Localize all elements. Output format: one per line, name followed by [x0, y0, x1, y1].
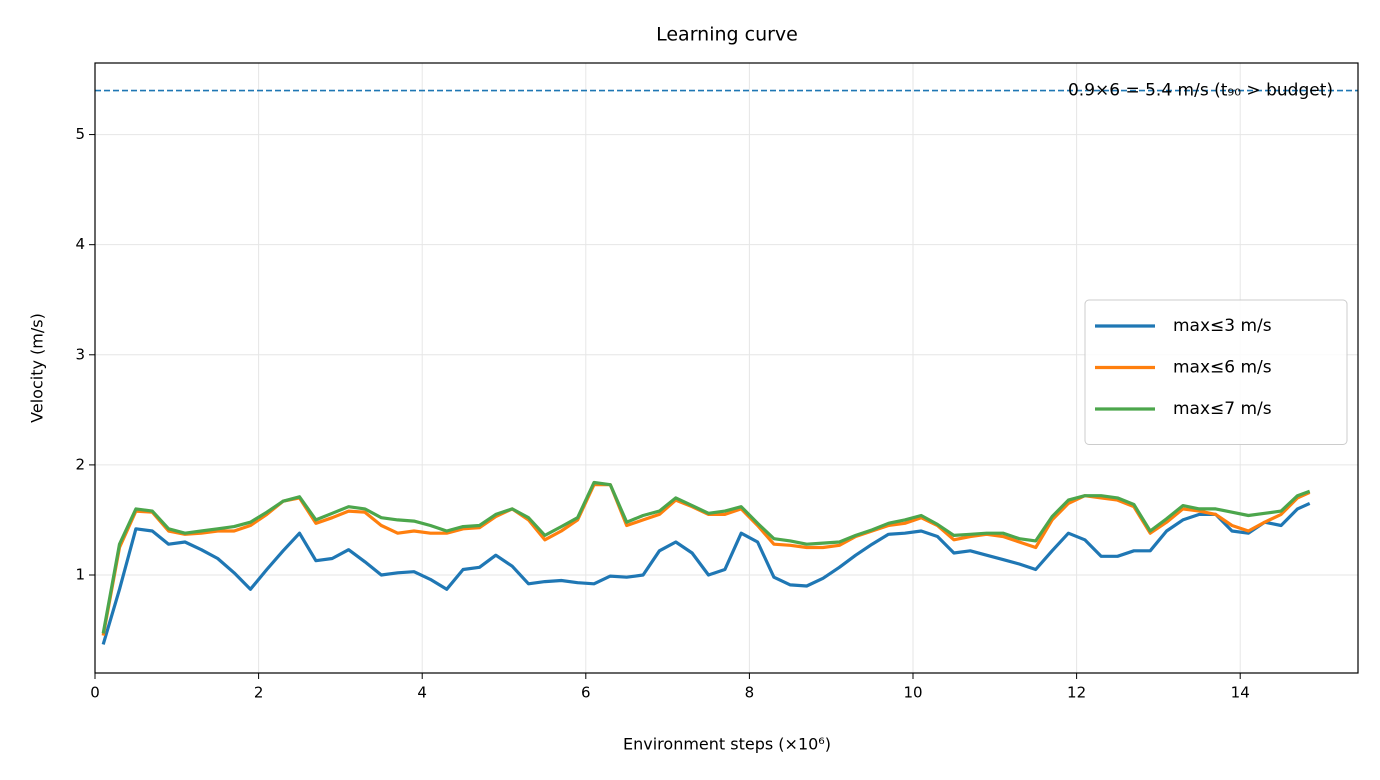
y-tick-label: 3: [75, 345, 85, 363]
chart-title: Learning curve: [656, 24, 798, 46]
y-tick-label: 5: [75, 125, 85, 143]
x-tick-label: 10: [903, 684, 922, 702]
y-tick-label: 2: [75, 455, 85, 473]
y-tick-label: 4: [75, 235, 85, 253]
x-tick-label: 8: [745, 684, 755, 702]
x-tick-label: 4: [417, 684, 427, 702]
x-tick-label: 2: [254, 684, 264, 702]
x-tick-label: 6: [581, 684, 591, 702]
series-line: [101, 480, 1311, 634]
x-axis-label: Environment steps (×10⁶): [623, 735, 831, 754]
legend-label: max≤7 m/s: [1173, 399, 1272, 419]
plot-frame: [94, 62, 1359, 674]
x-tick-label: 12: [1067, 684, 1086, 702]
legend-label: max≤6 m/s: [1173, 358, 1272, 378]
x-tick-label: 0: [90, 684, 100, 702]
y-axis-label: Velocity (m/s): [28, 313, 47, 423]
y-tick-label: 1: [75, 566, 85, 584]
legend-label: max≤3 m/s: [1173, 316, 1272, 336]
series-line: [101, 501, 1311, 645]
reference-label: 0.9×6 = 5.4 m/s (t₉₀ > budget): [1068, 81, 1333, 101]
x-tick-label: 14: [1231, 684, 1250, 702]
